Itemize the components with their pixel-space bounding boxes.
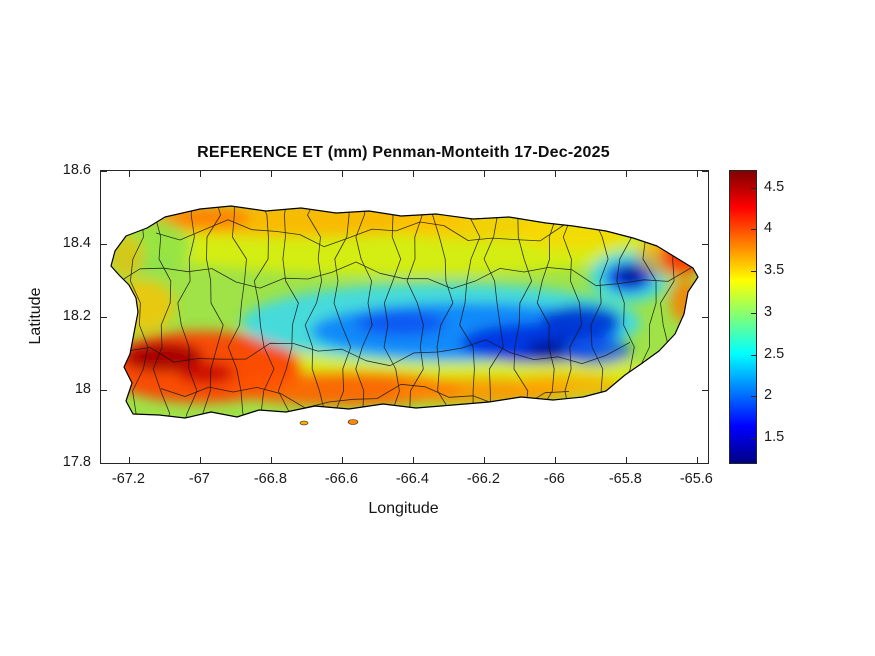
colorbar-tick-label: 1.5: [764, 428, 785, 445]
municipality-boundary-line: [125, 339, 631, 367]
municipality-boundary-line: [130, 206, 149, 418]
colorbar-tick-mark: [751, 354, 756, 356]
x-tick-mark: [413, 171, 415, 177]
y-tick-label: 17.8: [62, 454, 91, 470]
y-tick-mark: [101, 463, 107, 464]
x-tick-mark: [200, 457, 202, 463]
x-axis-label: Longitude: [368, 500, 439, 517]
x-tick-mark: [697, 171, 699, 177]
heat-blob: [111, 280, 175, 332]
x-tick-mark: [342, 171, 344, 177]
y-tick-label: 18: [74, 381, 91, 397]
municipality-boundary-line: [304, 206, 326, 418]
x-tick-mark: [129, 171, 131, 177]
colorbar-tick-mark: [751, 271, 756, 273]
x-tick-label: -66.4: [395, 471, 429, 487]
x-tick-mark: [271, 457, 273, 463]
x-tick-mark: [484, 457, 486, 463]
colorbar-tick-label: 3: [764, 303, 773, 320]
municipality-boundary-line: [536, 206, 558, 418]
x-tick-label: -66.6: [324, 471, 358, 487]
colorbar-tick-mark: [751, 437, 756, 439]
colorbar-tick-mark: [751, 312, 756, 314]
heat-blob: [123, 342, 203, 372]
municipality-boundary-line: [177, 206, 198, 418]
municipality-boundary-line: [355, 206, 374, 418]
y-tick-mark: [702, 317, 708, 318]
colorbar-tick-label: 2: [764, 387, 773, 404]
x-tick-label: -66.2: [466, 471, 500, 487]
heat-blob: [178, 362, 234, 384]
x-tick-mark: [626, 171, 628, 177]
colorbar: [729, 170, 757, 464]
y-tick-label: 18.4: [62, 235, 91, 251]
municipality-boundary-line: [406, 206, 424, 418]
municipality-boundary-line: [277, 206, 299, 418]
municipality-boundary-line: [202, 206, 224, 418]
y-tick-mark: [702, 171, 708, 172]
municipality-boundaries: [115, 206, 693, 418]
y-tick-mark: [101, 317, 107, 318]
x-tick-label: -65.6: [679, 471, 713, 487]
colorbar-tick-label: 4.5: [764, 178, 785, 195]
heat-blob: [561, 337, 631, 365]
x-tick-label: -66: [543, 471, 565, 487]
colorbar-tick-mark: [751, 396, 756, 398]
y-tick-label: 18.2: [62, 308, 91, 324]
x-tick-mark: [413, 457, 415, 463]
heat-blob: [619, 267, 643, 283]
y-tick-mark: [702, 244, 708, 245]
municipality-boundary-line: [152, 206, 172, 418]
municipality-boundary-line: [155, 219, 613, 248]
x-tick-mark: [626, 457, 628, 463]
municipality-boundary-line: [383, 206, 402, 418]
chart-title: REFERENCE ET (mm) Penman-Monteith 17-Dec…: [197, 144, 610, 161]
municipality-boundary-line: [562, 206, 582, 418]
y-tick-mark: [702, 463, 708, 464]
et-heat-layer: [111, 206, 698, 418]
x-tick-mark: [271, 171, 273, 177]
colorbar-tick-label: 2.5: [764, 345, 785, 362]
y-tick-mark: [101, 171, 107, 172]
puerto-rico-map: [110, 205, 699, 426]
x-tick-label: -65.8: [608, 471, 642, 487]
heat-blob: [356, 310, 446, 336]
x-tick-mark: [555, 171, 557, 177]
islet: [299, 420, 309, 426]
heat-blob: [660, 238, 698, 274]
municipality-boundary-line: [115, 261, 693, 289]
x-tick-label: -67: [188, 471, 210, 487]
colorbar-tick-mark: [751, 229, 756, 231]
heat-blob: [516, 217, 626, 249]
colorbar-tick-label: 4: [764, 220, 773, 237]
x-tick-label: -66.8: [253, 471, 287, 487]
y-tick-mark: [101, 244, 107, 245]
x-tick-label: -67.2: [111, 471, 145, 487]
municipality-boundary-line: [227, 206, 249, 418]
plot-area: [100, 170, 709, 464]
y-axis-label: Latitude: [27, 287, 44, 345]
municipality-boundary-line: [331, 206, 352, 418]
municipality-boundary-line: [513, 206, 532, 418]
offshore-islets: [299, 419, 359, 426]
y-tick-mark: [702, 390, 708, 391]
islet: [347, 419, 359, 425]
municipality-boundary-line: [483, 206, 504, 418]
x-tick-mark: [200, 171, 202, 177]
x-tick-mark: [555, 457, 557, 463]
colorbar-tick-label: 3.5: [764, 262, 785, 279]
x-tick-mark: [484, 171, 486, 177]
colorbar-tick-mark: [751, 187, 756, 189]
municipality-boundary-line: [459, 206, 481, 418]
municipality-boundary-line: [432, 206, 454, 418]
x-tick-mark: [342, 457, 344, 463]
heat-blob: [391, 212, 551, 240]
y-tick-label: 18.6: [62, 162, 91, 178]
municipality-boundary-line: [253, 206, 275, 418]
x-tick-mark: [697, 457, 699, 463]
y-tick-mark: [101, 390, 107, 391]
x-tick-mark: [129, 457, 131, 463]
